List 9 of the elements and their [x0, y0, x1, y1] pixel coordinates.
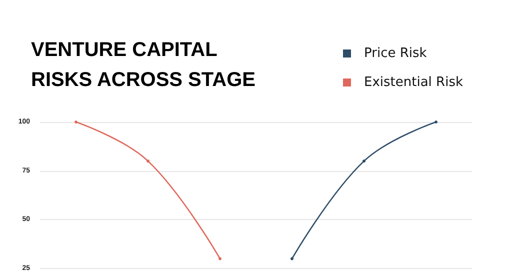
point [434, 120, 438, 124]
point [362, 160, 366, 163]
legend-label: Price Risk [364, 46, 428, 61]
point [74, 120, 78, 124]
point [218, 257, 222, 260]
chart-title: VENTURE CAPITAL RISKS ACROSS STAGE [31, 39, 256, 91]
point [146, 160, 150, 163]
legend-label: Existential Risk [364, 75, 464, 90]
point [290, 257, 294, 260]
